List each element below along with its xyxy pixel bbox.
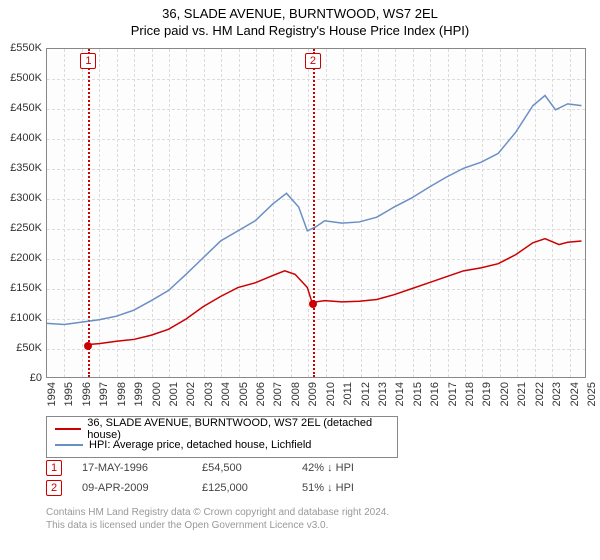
x-tick-label: 1994 [46, 382, 58, 412]
chart-subtitle: Price paid vs. HM Land Registry's House … [0, 21, 600, 38]
y-tick-label: £100K [2, 312, 42, 324]
x-tick-label: 2009 [307, 382, 319, 412]
x-tick-label: 2025 [586, 382, 598, 412]
y-tick-label: £0 [2, 372, 42, 384]
y-tick-label: £400K [2, 132, 42, 144]
sales-row: 1 17-MAY-1996£54,50042% ↓ HPI [46, 458, 402, 478]
x-tick-label: 2021 [516, 382, 528, 412]
legend-swatch [55, 444, 83, 446]
x-tick-label: 2020 [499, 382, 511, 412]
x-tick-label: 2001 [168, 382, 180, 412]
chart-container: 36, SLADE AVENUE, BURNTWOOD, WS7 2EL Pri… [0, 0, 600, 560]
series-line-price_paid [88, 239, 581, 345]
x-tick-label: 1999 [133, 382, 145, 412]
x-tick-label: 2005 [238, 382, 250, 412]
legend-box: 36, SLADE AVENUE, BURNTWOOD, WS7 2EL (de… [46, 416, 398, 458]
y-tick-label: £50K [2, 342, 42, 354]
x-tick-label: 1998 [116, 382, 128, 412]
x-tick-label: 2012 [360, 382, 372, 412]
x-tick-label: 2008 [290, 382, 302, 412]
series-line-hpi [47, 96, 582, 325]
sales-row-badge: 2 [46, 480, 62, 496]
footer-line-1: Contains HM Land Registry data © Crown c… [46, 506, 389, 519]
sales-table: 1 17-MAY-1996£54,50042% ↓ HPI 2 09-APR-2009… [46, 458, 402, 498]
sale-marker-point [84, 342, 92, 350]
x-tick-label: 2019 [481, 382, 493, 412]
sales-row-price: £54,500 [202, 462, 302, 474]
x-tick-label: 2015 [412, 382, 424, 412]
sale-marker-badge: 2 [305, 53, 321, 69]
x-tick-label: 2000 [151, 382, 163, 412]
legend-label: 36, SLADE AVENUE, BURNTWOOD, WS7 2EL (de… [87, 417, 389, 441]
x-tick-label: 2014 [394, 382, 406, 412]
y-tick-label: £450K [2, 102, 42, 114]
x-tick-label: 2002 [185, 382, 197, 412]
x-tick-label: 2004 [220, 382, 232, 412]
x-tick-label: 2006 [255, 382, 267, 412]
x-tick-label: 2023 [551, 382, 563, 412]
sales-row-date: 09-APR-2009 [82, 482, 202, 494]
x-tick-label: 1997 [98, 382, 110, 412]
footer-line-2: This data is licensed under the Open Gov… [46, 519, 389, 532]
sales-row-date: 17-MAY-1996 [82, 462, 202, 474]
sales-row-price: £125,000 [202, 482, 302, 494]
x-tick-label: 2007 [272, 382, 284, 412]
x-tick-label: 1996 [81, 382, 93, 412]
y-tick-label: £150K [2, 282, 42, 294]
x-tick-label: 2013 [377, 382, 389, 412]
x-tick-label: 2011 [342, 382, 354, 412]
legend-label: HPI: Average price, detached house, Lich… [89, 439, 311, 451]
y-tick-label: £550K [2, 42, 42, 54]
sale-marker-badge: 1 [80, 53, 96, 69]
line-series-svg [47, 49, 585, 377]
x-tick-label: 2024 [569, 382, 581, 412]
chart-plot-area: 12 [46, 48, 586, 378]
sales-row-badge: 1 [46, 460, 62, 476]
footer-attribution: Contains HM Land Registry data © Crown c… [46, 506, 389, 532]
x-tick-label: 2016 [429, 382, 441, 412]
y-tick-label: £200K [2, 252, 42, 264]
y-tick-label: £350K [2, 162, 42, 174]
x-tick-label: 2017 [447, 382, 459, 412]
x-tick-label: 1995 [63, 382, 75, 412]
sales-row-hpi: 51% ↓ HPI [302, 482, 402, 494]
y-tick-label: £250K [2, 222, 42, 234]
y-tick-label: £300K [2, 192, 42, 204]
legend-row: 36, SLADE AVENUE, BURNTWOOD, WS7 2EL (de… [55, 421, 389, 437]
legend-swatch [55, 428, 81, 430]
sales-row-hpi: 42% ↓ HPI [302, 462, 402, 474]
x-tick-label: 2022 [534, 382, 546, 412]
x-tick-label: 2010 [325, 382, 337, 412]
chart-title: 36, SLADE AVENUE, BURNTWOOD, WS7 2EL [0, 0, 600, 21]
y-tick-label: £500K [2, 72, 42, 84]
x-tick-label: 2003 [203, 382, 215, 412]
x-tick-label: 2018 [464, 382, 476, 412]
sale-marker-point [309, 300, 317, 308]
sales-row: 2 09-APR-2009£125,00051% ↓ HPI [46, 478, 402, 498]
